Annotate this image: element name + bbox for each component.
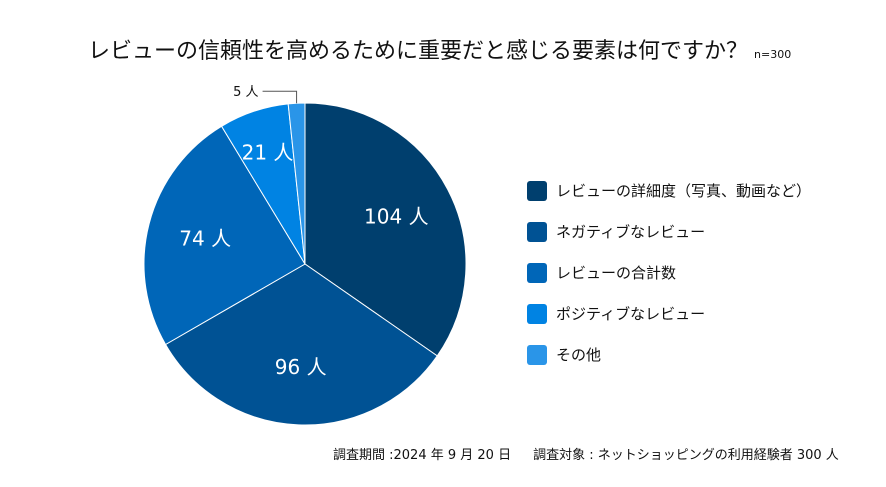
legend-label: ポジティブなレビュー <box>556 305 706 323</box>
data-label: 21 人 <box>242 141 294 165</box>
legend-swatch <box>527 262 547 283</box>
legend-label: その他 <box>556 346 602 364</box>
legend-item: レビューの合計数 <box>527 252 811 293</box>
pie-slice <box>304 102 467 357</box>
sample-size: n=300 <box>754 48 792 61</box>
survey-target: 調査対象 : ネットショッピングの利用経験者 300 人 <box>533 448 839 463</box>
legend-swatch <box>527 180 547 201</box>
survey-period: 調査期間 :2024 年 9 月 20 日 <box>333 448 512 463</box>
legend-item: レビューの詳細度（写真、動画など） <box>527 170 811 211</box>
pie-slice <box>287 102 306 265</box>
legend-item: ポジティブなレビュー <box>527 293 811 334</box>
data-label: 96 人 <box>275 355 327 379</box>
legend-swatch <box>527 303 547 324</box>
chart-title: レビューの信頼性を高めるために重要だと感じる要素は何ですか？ n=300 <box>88 33 791 65</box>
leader-line <box>262 90 298 104</box>
title-text: レビューの信頼性を高めるために重要だと感じる要素は何ですか？ <box>88 39 749 64</box>
footer-note: 調査期間 :2024 年 9 月 20 日 調査対象 : ネットショッピングの利用… <box>333 444 839 463</box>
legend: レビューの詳細度（写真、動画など） ネガティブなレビュー レビューの合計数 ポジ… <box>527 170 811 375</box>
legend-label: レビューの詳細度（写真、動画など） <box>556 182 812 200</box>
data-label: 5 人 <box>233 85 258 100</box>
legend-swatch <box>527 221 547 242</box>
pie-slice <box>143 125 306 346</box>
data-label: 104 人 <box>364 204 429 228</box>
pie-slice <box>164 263 438 426</box>
legend-item: ネガティブなレビュー <box>527 211 811 252</box>
legend-label: ネガティブなレビュー <box>556 223 706 241</box>
legend-item: その他 <box>527 334 811 375</box>
legend-swatch <box>527 344 547 365</box>
data-label: 74 人 <box>179 226 231 250</box>
legend-label: レビューの合計数 <box>556 264 677 282</box>
